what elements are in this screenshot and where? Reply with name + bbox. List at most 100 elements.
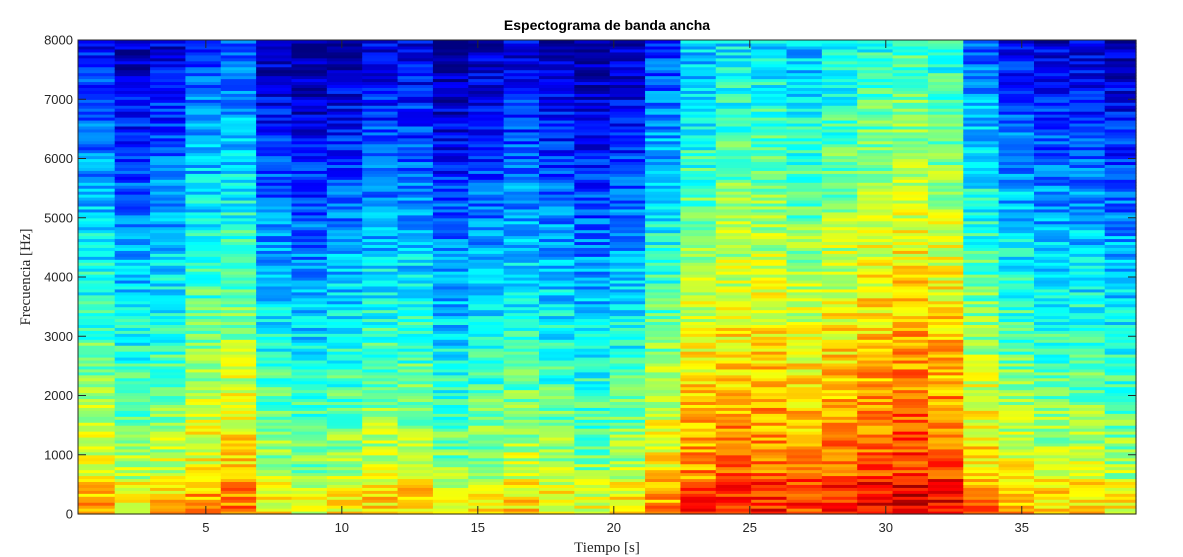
spectrogram-cell	[927, 40, 964, 44]
spectrogram-cell	[609, 262, 646, 266]
spectrogram-cell	[963, 339, 1000, 343]
spectrogram-cell	[1069, 205, 1106, 210]
spectrogram-cell	[1104, 256, 1137, 260]
spectrogram-cell	[680, 354, 717, 358]
spectrogram-cell	[574, 194, 611, 198]
spectrogram-cell	[963, 368, 1000, 373]
spectrogram-cell	[1034, 122, 1070, 127]
spectrogram-cell	[432, 66, 469, 71]
spectrogram-cell	[574, 288, 611, 293]
spectrogram-cell	[1104, 57, 1137, 62]
spectrogram-cell	[78, 285, 116, 290]
spectrogram-cell	[963, 134, 1000, 139]
spectrogram-cell	[291, 374, 328, 379]
spectrogram-cell	[609, 448, 646, 453]
spectrogram-cell	[645, 93, 682, 97]
spectrogram-cell	[503, 436, 540, 441]
spectrogram-cell	[150, 197, 187, 201]
spectrogram-cell	[963, 164, 1000, 168]
spectrogram-cell	[291, 457, 328, 462]
spectrogram-cell	[256, 164, 293, 168]
spectrogram-cell	[256, 48, 293, 53]
spectrogram-cell	[150, 241, 187, 246]
spectrogram-cell	[362, 99, 399, 103]
spectrogram-cell	[609, 451, 646, 456]
spectrogram-cell	[786, 279, 823, 284]
spectrogram-cell	[539, 99, 575, 103]
spectrogram-cell	[609, 202, 646, 207]
spectrogram-cell	[1034, 297, 1070, 302]
spectrogram-cell	[503, 191, 540, 195]
spectrogram-cell	[1104, 140, 1137, 145]
spectrogram-cell	[751, 208, 788, 213]
spectrogram-cell	[609, 274, 646, 278]
spectrogram-cell	[326, 63, 363, 68]
spectrogram-cell	[503, 454, 540, 459]
spectrogram-cell	[751, 75, 788, 80]
spectrogram-cell	[963, 285, 1000, 290]
spectrogram-cell	[927, 466, 964, 471]
spectrogram-cell	[397, 191, 434, 195]
spectrogram-cell	[645, 199, 682, 204]
spectrogram-cell	[857, 78, 894, 83]
spectrogram-cell	[645, 268, 682, 272]
spectrogram-cell	[963, 333, 1000, 337]
spectrogram-cell	[326, 102, 363, 106]
spectrogram-cell	[539, 282, 575, 287]
spectrogram-cell	[468, 214, 505, 219]
x-tick-label: 10	[335, 520, 349, 535]
spectrogram-cell	[786, 179, 823, 183]
spectrogram-cell	[609, 152, 646, 157]
spectrogram-cell	[574, 262, 611, 266]
spectrogram-cell	[680, 125, 717, 130]
spectrogram-cell	[680, 282, 717, 287]
spectrogram-cell	[1104, 318, 1137, 323]
spectrogram-cell	[715, 445, 752, 450]
spectrogram-cell	[326, 371, 363, 376]
spectrogram-cell	[645, 84, 682, 88]
spectrogram-cell	[503, 108, 540, 112]
spectrogram-cell	[963, 448, 1000, 453]
spectrogram-cell	[786, 51, 823, 56]
spectrogram-cell	[503, 339, 540, 343]
spectrogram-cell	[114, 102, 151, 106]
spectrogram-cell	[1104, 134, 1137, 139]
spectrogram-cell	[857, 333, 894, 337]
spectrogram-cell	[539, 359, 575, 364]
spectrogram-cell	[397, 182, 434, 186]
spectrogram-cell	[609, 395, 646, 400]
spectrogram-cell	[1034, 436, 1070, 441]
spectrogram-cell	[857, 499, 894, 503]
spectrogram-cell	[150, 60, 187, 65]
spectrogram-cell	[609, 268, 646, 272]
spectrogram-cell	[291, 164, 328, 168]
spectrogram-cell	[857, 294, 894, 299]
spectrogram-cell	[998, 114, 1035, 118]
spectrogram-cell	[397, 226, 434, 231]
spectrogram-cell	[432, 306, 469, 311]
spectrogram-cell	[645, 484, 682, 488]
spectrogram-cell	[680, 389, 717, 394]
spectrogram-cell	[503, 117, 540, 121]
spectrogram-cell	[362, 442, 399, 447]
spectrogram-cell	[609, 460, 646, 465]
spectrogram-cell	[291, 199, 328, 204]
spectrogram-cell	[786, 306, 823, 311]
spectrogram-cell	[680, 297, 717, 302]
spectrogram-cell	[786, 247, 823, 251]
spectrogram-cell	[645, 259, 682, 263]
spectrogram-cell	[786, 81, 823, 86]
spectrogram-cell	[821, 419, 858, 423]
spectrogram-cell	[185, 84, 222, 88]
spectrogram-cell	[892, 436, 929, 441]
spectrogram-cell	[432, 398, 469, 403]
spectrogram-cell	[786, 442, 823, 447]
spectrogram-cell	[857, 365, 894, 370]
spectrogram-cell	[574, 87, 611, 91]
spectrogram-cell	[468, 505, 505, 509]
spectrogram-cell	[715, 176, 752, 180]
spectrogram-cell	[998, 143, 1035, 148]
spectrogram-cell	[397, 202, 434, 207]
spectrogram-cell	[927, 167, 964, 171]
spectrogram-cell	[220, 457, 257, 462]
